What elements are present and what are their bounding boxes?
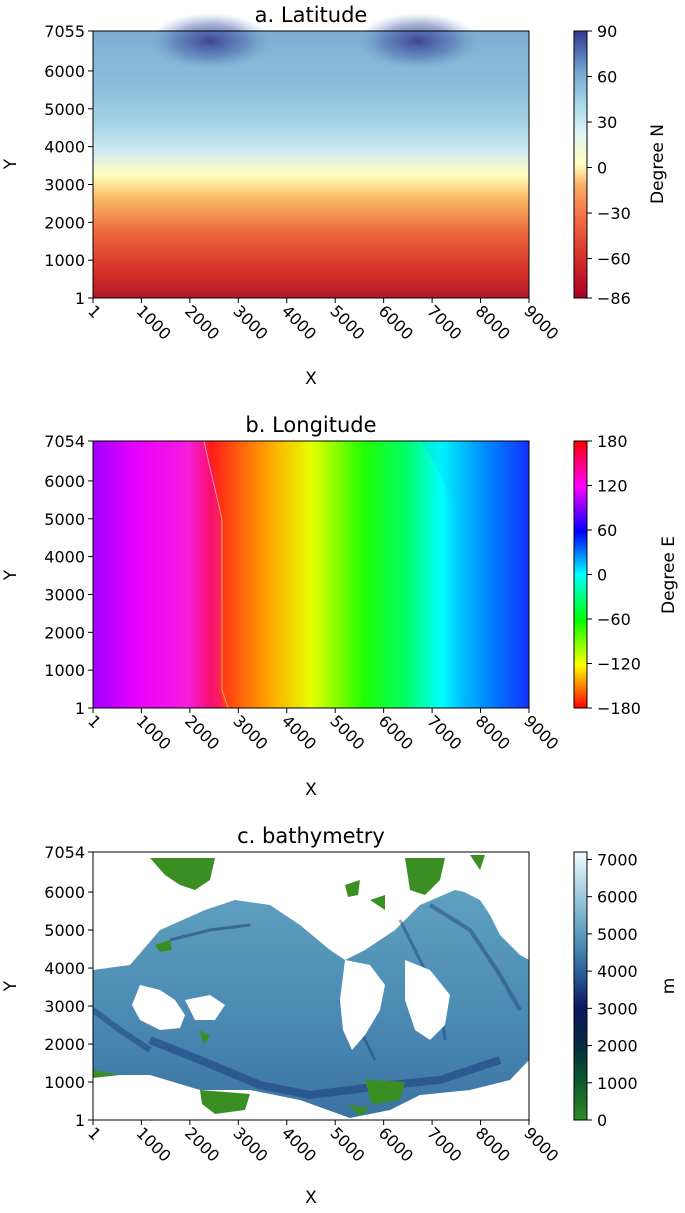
colorbar-tick-label: −30 (597, 204, 631, 223)
y-tick-label: 4000 (44, 548, 85, 567)
x-tick-label: 3000 (229, 1123, 271, 1165)
x-tick-label: 7000 (423, 301, 465, 343)
y-tick-label: 5000 (44, 100, 85, 119)
y-tick-label: 2000 (44, 213, 85, 232)
x-tick-label: 6000 (375, 711, 417, 753)
colorbar-tick-label: 180 (597, 432, 628, 451)
y-tick-label: 2000 (44, 623, 85, 642)
x-tick-label: 2000 (181, 711, 223, 753)
x-tick-label: 1000 (133, 711, 175, 753)
x-tick-label: 9000 (520, 1123, 562, 1165)
x-tick-label: 5000 (326, 1123, 368, 1165)
colorbar-tick-label: 90 (597, 22, 617, 41)
x-tick-label: 9000 (520, 301, 562, 343)
colorbar-tick-label: −60 (597, 250, 631, 269)
y-tick-label: 7055 (44, 22, 85, 41)
colorbar-bathymetry: 7000 6000 5000 4000 3000 2000 1000 0 m (573, 850, 679, 1130)
y-tick-label: 1 (75, 699, 85, 718)
colorbar-tick-label: 30 (597, 113, 617, 132)
colorbar-longitude: 180 120 60 0 −60 −120 −180 Degree E (573, 432, 679, 718)
y-tick-label: 1000 (44, 251, 85, 270)
colorbar-tick-label: 1000 (597, 1074, 638, 1093)
x-axis-label: X (305, 369, 317, 389)
x-axis-label: X (305, 1188, 317, 1208)
y-tick-label: 7054 (44, 432, 85, 451)
colorbar-tick-label: −120 (597, 655, 641, 674)
colorbar-tick-label: −180 (597, 699, 641, 718)
colorbar-label: m (659, 978, 679, 995)
y-tick-label: 4000 (44, 138, 85, 157)
y-tick-label: 1 (75, 1111, 85, 1130)
x-tick-label: 2000 (181, 1123, 223, 1165)
chart-title: a. Latitude (255, 3, 368, 27)
y-tick-label: 6000 (44, 472, 85, 491)
colorbar-tick-label: 2000 (597, 1037, 638, 1056)
colorbar-tick-label: 0 (597, 159, 607, 178)
x-tick-label: 6000 (375, 1123, 417, 1165)
x-tick-label: 7000 (423, 711, 465, 753)
x-tick-label: 3000 (229, 711, 271, 753)
colorbar-latitude: 90 60 30 0 −30 −60 −86 Degree N (573, 22, 668, 308)
x-tick-label: 4000 (278, 301, 320, 343)
y-tick-label: 6000 (44, 883, 85, 902)
panel-longitude: b. Longitude 1 1000 2000 3000 4000 5000 6000 70… (1, 413, 679, 800)
x-tick-label: 4000 (278, 711, 320, 753)
x-tick-label: 1 (84, 1123, 105, 1144)
y-tick-label: 3000 (44, 175, 85, 194)
colorbar-tick-label: 60 (597, 68, 617, 87)
x-tick-label: 1000 (133, 1123, 175, 1165)
chart-title: b. Longitude (245, 413, 376, 437)
x-tick-label: 5000 (326, 711, 368, 753)
heatmap-image (93, 852, 529, 1120)
x-tick-label: 5000 (326, 301, 368, 343)
colorbar-tick-label: 3000 (597, 999, 638, 1018)
colorbar-tick-label: 6000 (597, 888, 638, 907)
chart-title: c. bathymetry (237, 824, 385, 848)
colorbar-tick-label: 0 (597, 566, 607, 585)
x-tick-label: 1 (84, 301, 105, 322)
heatmap-image (92, 13, 530, 299)
y-tick-label: 5000 (44, 510, 85, 529)
x-tick-label: 6000 (375, 301, 417, 343)
panel-latitude: a. Latitude 1 1000 2000 3000 4000 5000 6000 700… (1, 3, 668, 389)
y-axis-label: Y (1, 980, 21, 992)
y-tick-label: 1000 (44, 1073, 85, 1092)
y-axis-label: Y (1, 158, 21, 170)
y-axis-label: Y (1, 569, 21, 581)
x-tick-label: 9000 (520, 711, 562, 753)
x-tick-label: 2000 (181, 301, 223, 343)
y-tick-label: 6000 (44, 62, 85, 81)
colorbar-tick-label: 0 (597, 1111, 607, 1130)
heatmap-image (92, 440, 530, 709)
y-tick-label: 1000 (44, 661, 85, 680)
colorbar-tick-label: 4000 (597, 962, 638, 981)
y-tick-label: 3000 (44, 585, 85, 604)
colorbar-label: Degree E (659, 536, 679, 614)
x-tick-label: 1 (84, 711, 105, 732)
colorbar-label: Degree N (648, 124, 668, 204)
x-tick-label: 8000 (472, 301, 514, 343)
x-tick-label: 1000 (133, 301, 175, 343)
colorbar-tick-label: 7000 (597, 850, 638, 869)
y-tick-label: 2000 (44, 1035, 85, 1054)
colorbar-tick-label: 5000 (597, 925, 638, 944)
x-tick-label: 7000 (423, 1123, 465, 1165)
x-axis-label: X (305, 780, 317, 800)
y-tick-label: 7054 (44, 843, 85, 862)
x-tick-label: 8000 (472, 1123, 514, 1165)
colorbar-tick-label: −86 (597, 289, 631, 308)
y-tick-label: 5000 (44, 921, 85, 940)
x-tick-label: 3000 (229, 301, 271, 343)
y-tick-label: 4000 (44, 959, 85, 978)
colorbar-tick-label: 120 (597, 477, 628, 496)
x-tick-label: 4000 (278, 1123, 320, 1165)
y-tick-label: 1 (75, 289, 85, 308)
colorbar-tick-label: 60 (597, 521, 617, 540)
colorbar-tick-label: −60 (597, 610, 631, 629)
x-tick-label: 8000 (472, 711, 514, 753)
y-tick-label: 3000 (44, 997, 85, 1016)
panel-bathymetry: c. bathymetry (1, 824, 679, 1208)
